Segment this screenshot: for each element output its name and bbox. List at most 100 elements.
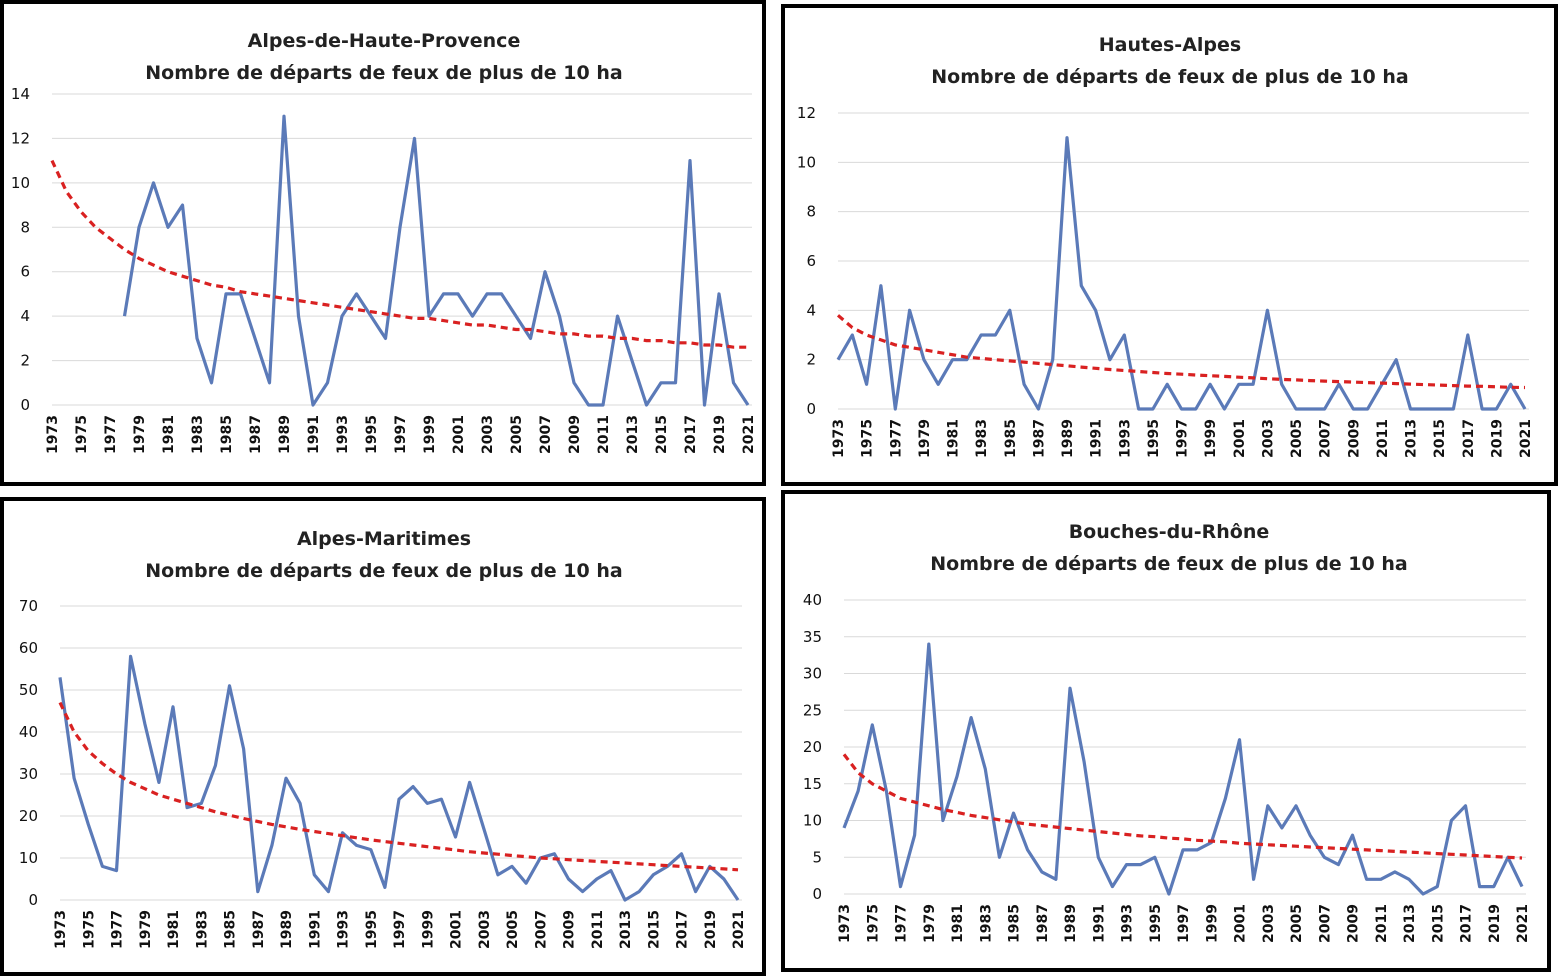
x-tick-label: 2005 [1289, 419, 1305, 458]
x-tick-label: 2021 [1515, 904, 1531, 943]
x-tick-label: 1991 [1091, 904, 1107, 943]
y-tick-label: 40 [803, 591, 822, 609]
x-tick-label: 1999 [420, 910, 436, 949]
data-series-line [58, 654, 740, 902]
trend-line [836, 314, 1526, 390]
x-tick-label: 2021 [1518, 419, 1534, 458]
x-tick-label: 1995 [1148, 904, 1164, 943]
chart-panel-bouches-du-rhone: Bouches-du-Rhône Nombre de départs de fe… [781, 490, 1551, 972]
x-tick-label: 1985 [223, 910, 239, 949]
y-tick-label: 60 [19, 639, 38, 657]
x-tick-label: 1973 [837, 904, 853, 943]
x-tick-label: 1979 [922, 904, 938, 943]
x-tick-label: 1999 [422, 415, 438, 454]
y-tick-label: 4 [20, 307, 30, 325]
x-tick-label: 1981 [166, 910, 182, 949]
x-tick-label: 2021 [731, 910, 747, 949]
x-tick-label: 2001 [1232, 419, 1248, 458]
chart-panel-alpes-maritimes: Alpes-Maritimes Nombre de départs de feu… [0, 497, 766, 976]
x-tick-label: 1999 [1203, 419, 1219, 458]
x-tick-label: 1987 [248, 415, 264, 454]
x-tick-label: 2013 [1404, 419, 1420, 458]
chart-subtitle: Nombre de départs de feux de plus de 10 … [930, 553, 1407, 575]
x-tick-label: 2005 [509, 415, 525, 454]
trend-line [50, 159, 748, 349]
x-tick-label: 2021 [741, 415, 757, 454]
chart-title: Hautes-Alpes [1099, 34, 1241, 56]
chart-svg: Hautes-Alpes Nombre de départs de feux d… [797, 34, 1534, 458]
y-tick-label: 0 [806, 400, 816, 418]
y-tick-label: 15 [803, 775, 822, 793]
x-tick-label: 1983 [190, 415, 206, 454]
y-tick-label: 35 [803, 628, 822, 646]
y-tick-label: 12 [797, 104, 816, 122]
y-tick-label: 30 [803, 665, 822, 683]
x-tick-label: 1973 [53, 910, 69, 949]
x-tick-label: 2017 [1461, 419, 1477, 458]
y-tick-label: 25 [803, 701, 822, 719]
x-tick-label: 1979 [132, 415, 148, 454]
x-tick-label: 1991 [306, 415, 322, 454]
chart-panel-hautes-alpes: Hautes-Alpes Nombre de départs de feux d… [781, 4, 1558, 486]
x-tick-label: 1997 [392, 910, 408, 949]
x-tick-label: 2015 [1432, 419, 1448, 458]
x-tick-label: 2007 [533, 910, 549, 949]
x-tick-label: 2019 [1487, 904, 1503, 943]
x-tick-label: 1987 [1035, 904, 1051, 943]
x-tick-label: 2007 [1317, 904, 1333, 943]
y-tick-label: 14 [11, 85, 30, 103]
y-tick-label: 20 [19, 807, 38, 825]
x-tick-label: 2015 [646, 910, 662, 949]
x-tick-label: 2005 [1289, 904, 1305, 943]
x-tick-label: 2001 [451, 415, 467, 454]
x-tick-label: 2013 [1402, 904, 1418, 943]
x-tick-label: 2011 [596, 415, 612, 454]
x-tick-label: 2007 [1318, 419, 1334, 458]
x-tick-label: 1973 [831, 419, 847, 458]
x-tick-label: 1989 [279, 910, 295, 949]
y-tick-label: 6 [806, 252, 816, 270]
y-tick-label: 10 [797, 153, 816, 171]
x-tick-label: 1993 [1120, 904, 1136, 943]
chart-subtitle: Nombre de départs de feux de plus de 10 … [931, 66, 1408, 88]
x-tick-label: 2011 [1374, 904, 1390, 943]
x-tick-label: 2009 [1346, 419, 1362, 458]
x-tick-label: 2009 [562, 910, 578, 949]
x-tick-label: 1995 [364, 910, 380, 949]
x-tick-label: 1973 [45, 415, 61, 454]
y-tick-label: 70 [19, 597, 38, 615]
y-tick-label: 6 [20, 263, 30, 281]
x-tick-label: 1989 [277, 415, 293, 454]
x-tick-label: 2003 [480, 415, 496, 454]
y-tick-label: 0 [20, 396, 30, 414]
x-tick-label: 1983 [974, 419, 990, 458]
y-tick-label: 2 [20, 352, 30, 370]
y-tick-label: 50 [19, 681, 38, 699]
y-tick-label: 40 [19, 723, 38, 741]
x-tick-label: 2005 [505, 910, 521, 949]
x-tick-label: 2009 [1346, 904, 1362, 943]
x-tick-label: 2011 [590, 910, 606, 949]
y-tick-label: 12 [11, 129, 30, 147]
x-tick-label: 1979 [138, 910, 154, 949]
trend-line [842, 753, 1523, 860]
x-tick-label: 2017 [683, 415, 699, 454]
x-tick-label: 1983 [978, 904, 994, 943]
y-tick-label: 0 [812, 885, 822, 903]
x-tick-label: 2017 [1459, 904, 1475, 943]
chart-subtitle: Nombre de départs de feux de plus de 10 … [145, 62, 622, 84]
x-tick-label: 1981 [946, 419, 962, 458]
x-tick-label: 2013 [625, 415, 641, 454]
chart-svg: Alpes-de-Haute-Provence Nombre de départ… [11, 30, 757, 454]
x-tick-label: 1977 [894, 904, 910, 943]
x-tick-label: 1993 [336, 910, 352, 949]
x-tick-label: 1995 [1146, 419, 1162, 458]
x-tick-label: 2019 [1489, 419, 1505, 458]
x-tick-label: 2019 [712, 415, 728, 454]
x-tick-label: 2007 [538, 415, 554, 454]
y-tick-label: 30 [19, 765, 38, 783]
chart-panel-alpes-de-haute-provence: Alpes-de-Haute-Provence Nombre de départ… [0, 0, 766, 486]
x-tick-label: 1989 [1060, 419, 1076, 458]
x-tick-label: 1985 [1007, 904, 1023, 943]
y-tick-label: 10 [803, 812, 822, 830]
